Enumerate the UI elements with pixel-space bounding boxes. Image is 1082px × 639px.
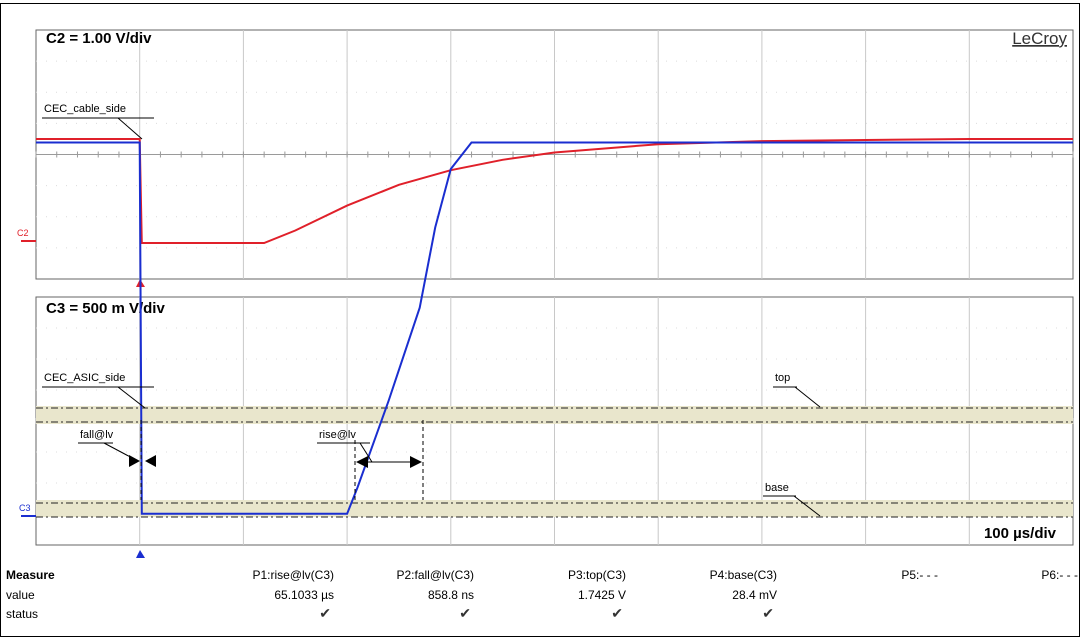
c3-trigger-marker	[136, 550, 145, 558]
lecroy-logo: LeCroy	[1012, 29, 1067, 48]
p1-name[interactable]: P1:rise@lv(C3)	[252, 568, 334, 582]
timebase-label: 100 µs/div	[984, 525, 1057, 542]
value-row-label: value	[6, 588, 35, 602]
c3-trace-label: CEC_ASIC_side	[42, 372, 154, 409]
p3-name[interactable]: P3:top(C3)	[567, 568, 626, 582]
base-band	[36, 500, 1073, 517]
measure-header: Measure	[6, 568, 55, 582]
p2-value: 858.8 ns	[427, 588, 474, 602]
c2-title: C2 = 1.00 V/div	[46, 30, 152, 47]
status-row-label: status	[6, 607, 39, 621]
trace-CEC_cable_side	[36, 138, 1073, 244]
p3-status-check-icon: ✔	[611, 605, 623, 621]
base-annotation: base	[763, 482, 821, 517]
top-band	[36, 406, 1073, 424]
svg-text:fall@lv: fall@lv	[80, 429, 114, 441]
fall-annotation: fall@lv	[78, 420, 156, 500]
c3-marker: C3	[19, 503, 31, 513]
p4-value: 28.4 mV	[732, 588, 777, 602]
p4-status-check-icon: ✔	[762, 605, 774, 621]
p4-name[interactable]: P4:base(C3)	[709, 568, 777, 582]
svg-text:top: top	[775, 372, 790, 384]
p6-name[interactable]: P6:- - -	[1041, 568, 1078, 582]
c2-marker: C2	[17, 228, 29, 238]
p1-value: 65.1033 µs	[274, 588, 334, 602]
svg-text:base: base	[765, 482, 789, 494]
rise-annotation: rise@lv	[317, 420, 424, 500]
c3-title: C3 = 500 m V/div	[46, 300, 165, 317]
c2-grid	[35, 29, 1074, 280]
svg-text:CEC_ASIC_side: CEC_ASIC_side	[44, 372, 125, 384]
p2-status-check-icon: ✔	[459, 605, 471, 621]
p2-name[interactable]: P2:fall@lv(C3)	[396, 568, 474, 582]
c2-trace-label: CEC_cable_side	[42, 103, 154, 140]
p3-value: 1.7425 V	[577, 588, 626, 602]
p5-name[interactable]: P5:- - -	[901, 568, 938, 582]
svg-text:CEC_cable_side: CEC_cable_side	[44, 103, 126, 115]
p1-status-check-icon: ✔	[319, 605, 331, 621]
top-annotation: top	[773, 372, 821, 408]
svg-text:rise@lv: rise@lv	[319, 429, 356, 441]
